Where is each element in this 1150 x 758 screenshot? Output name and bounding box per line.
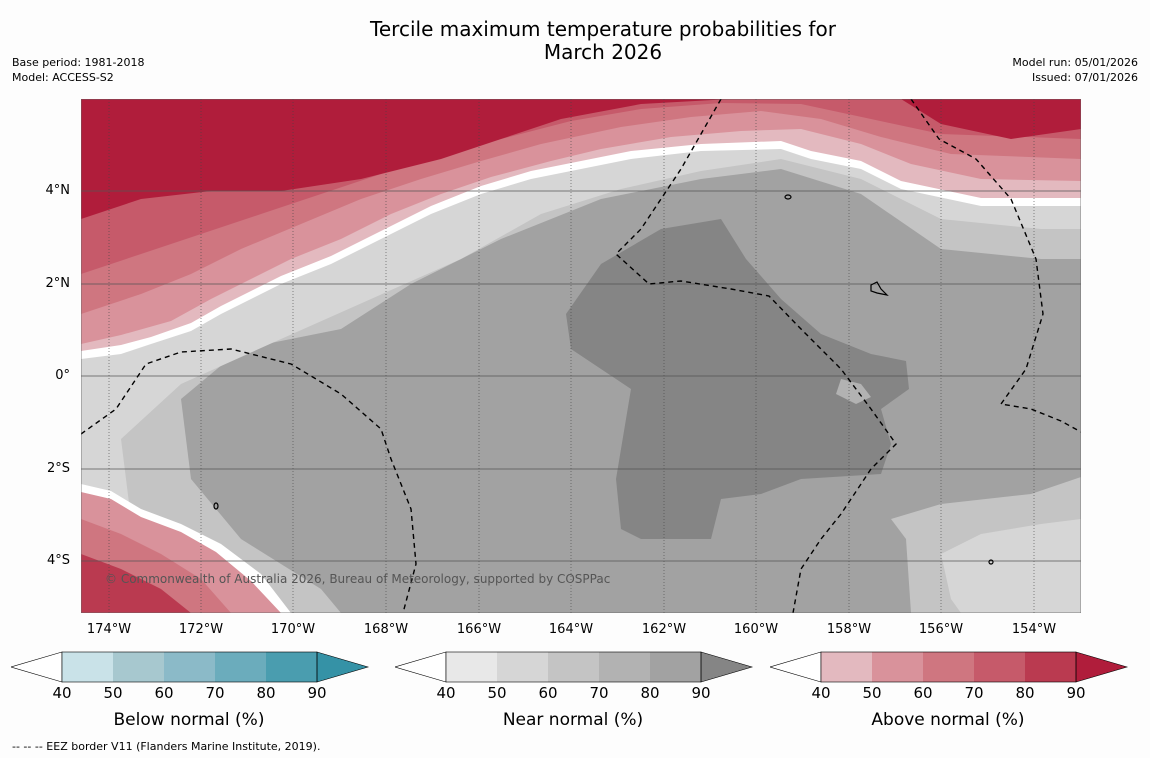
- colorbar-above-tick: 80: [1015, 684, 1035, 702]
- eez-border-kiribati-phoenix: [81, 348, 417, 613]
- lon-label-174w: 174°W: [86, 622, 132, 637]
- colorbar-above-normal: [770, 651, 1129, 683]
- eez-border-kiribati-line: [614, 99, 897, 613]
- islands: [213, 194, 994, 565]
- colorbar-below-tick: 60: [154, 684, 174, 702]
- near-normal-80-light: [836, 379, 871, 404]
- meta-right: Model run: 05/01/2026 Issued: 07/01/2026: [1012, 55, 1138, 85]
- colorbar-below-40-50: [62, 652, 113, 682]
- colorbar-near-over: [700, 651, 754, 683]
- above-normal-90: [81, 99, 731, 219]
- colorbar-near-80-90: [650, 652, 701, 682]
- colorbar-below-normal: [11, 651, 370, 683]
- colorbar-below-label: Below normal (%): [113, 710, 265, 730]
- colorbar-above-50-60: [872, 652, 923, 682]
- colorbar-near-label: Near normal (%): [502, 710, 644, 730]
- colorbar-above-tick: 90: [1066, 684, 1086, 702]
- island-southwest: [213, 502, 219, 510]
- title-line-2: March 2026: [543, 40, 663, 64]
- near-normal-90-core: [566, 219, 909, 539]
- above-normal-90-northeast: [901, 99, 1081, 139]
- colorbar-near-tick: 70: [589, 684, 609, 702]
- lon-label-162w: 162°W: [641, 622, 687, 637]
- lat-label-2s: 2°S: [46, 461, 70, 476]
- colorbar-above-60-70: [923, 652, 974, 682]
- colorbar-below-tick: 40: [52, 684, 72, 702]
- map-title: Tercile maximum temperature probabilitie…: [0, 18, 1150, 64]
- colorbar-below-80-90: [266, 652, 317, 682]
- model-name: Model: ACCESS-S2: [12, 71, 114, 84]
- colorbar-below-tick: 50: [103, 684, 123, 702]
- colorbar-near-40-50: [446, 652, 497, 682]
- colorbar-below-under: [11, 651, 63, 683]
- lon-label-164w: 164°W: [548, 622, 594, 637]
- colorbar-near-tick: 80: [640, 684, 660, 702]
- graticule-lat: [81, 190, 1081, 562]
- colorbar-near-70-80: [599, 652, 650, 682]
- copyright-notice: © Commonwealth of Australia 2026, Bureau…: [105, 572, 611, 586]
- colorbar-below-70-80: [215, 652, 266, 682]
- colorbar-above-70-80: [974, 652, 1025, 682]
- colorbar-below-tick: 90: [307, 684, 327, 702]
- colorbar-near-frame: [445, 651, 702, 683]
- colorbar-below-50-60: [113, 652, 164, 682]
- colorbar-above-tick: 60: [913, 684, 933, 702]
- lon-label-172w: 172°W: [178, 622, 224, 637]
- meta-left: Base period: 1981-2018 Model: ACCESS-S2: [12, 55, 144, 85]
- lon-label-170w: 170°W: [270, 622, 316, 637]
- lon-label-154w: 154°W: [1011, 622, 1057, 637]
- colorbar-above-80-90: [1025, 652, 1076, 682]
- colorbar-near-under: [395, 651, 447, 683]
- base-period: Base period: 1981-2018: [12, 56, 145, 69]
- colorbar-below-over: [316, 651, 370, 683]
- lon-label-158w: 158°W: [826, 622, 872, 637]
- model-run: Model run: 05/01/2026: [1012, 56, 1138, 69]
- colorbar-near-50-60: [497, 652, 548, 682]
- lon-label-156w: 156°W: [918, 622, 964, 637]
- colorbar-above-tick: 70: [964, 684, 984, 702]
- colorbar-above-label: Above normal (%): [871, 710, 1025, 730]
- colorbar-near-normal: [395, 651, 754, 683]
- colorbar-above-40-50: [821, 652, 872, 682]
- eez-border-east: [910, 99, 1081, 433]
- above-normal-southwest-90: [81, 554, 191, 613]
- colorbar-below-tick: 70: [205, 684, 225, 702]
- colorbar-above-tick: 50: [862, 684, 882, 702]
- lon-label-166w: 166°W: [456, 622, 502, 637]
- colorbar-above-under: [770, 651, 822, 683]
- eez-legend-note: -- -- -- EEZ border V11 (Flanders Marine…: [12, 740, 321, 753]
- island-kiritimati: [870, 281, 889, 296]
- island-north: [784, 194, 792, 200]
- lat-label-4s: 4°S: [46, 553, 70, 568]
- eez-borders: [81, 99, 1081, 613]
- lon-label-160w: 160°W: [733, 622, 779, 637]
- colorbar-near-60-70: [548, 652, 599, 682]
- colorbar-above-frame: [820, 651, 1077, 683]
- lat-label-0: 0°: [55, 368, 70, 383]
- colorbar-near-tick: 40: [436, 684, 456, 702]
- lon-label-168w: 168°W: [363, 622, 409, 637]
- colorbar-below-60-70: [164, 652, 215, 682]
- colorbar-below-tick: 80: [256, 684, 276, 702]
- colorbar-below-frame: [61, 651, 318, 683]
- island-southeast: [988, 559, 994, 565]
- colorbar-above-over: [1075, 651, 1129, 683]
- lat-label-4n: 4°N: [45, 183, 71, 198]
- colorbar-near-tick: 60: [538, 684, 558, 702]
- near-normal-50-southeast: [941, 519, 1081, 613]
- lat-label-2n: 2°N: [45, 276, 71, 291]
- colorbar-above-tick: 40: [811, 684, 831, 702]
- colorbar-near-tick: 90: [691, 684, 711, 702]
- probability-map[interactable]: [81, 99, 1081, 613]
- issued-date: Issued: 07/01/2026: [1031, 71, 1138, 84]
- colorbar-near-tick: 50: [487, 684, 507, 702]
- title-line-1: Tercile maximum temperature probabilitie…: [370, 17, 836, 41]
